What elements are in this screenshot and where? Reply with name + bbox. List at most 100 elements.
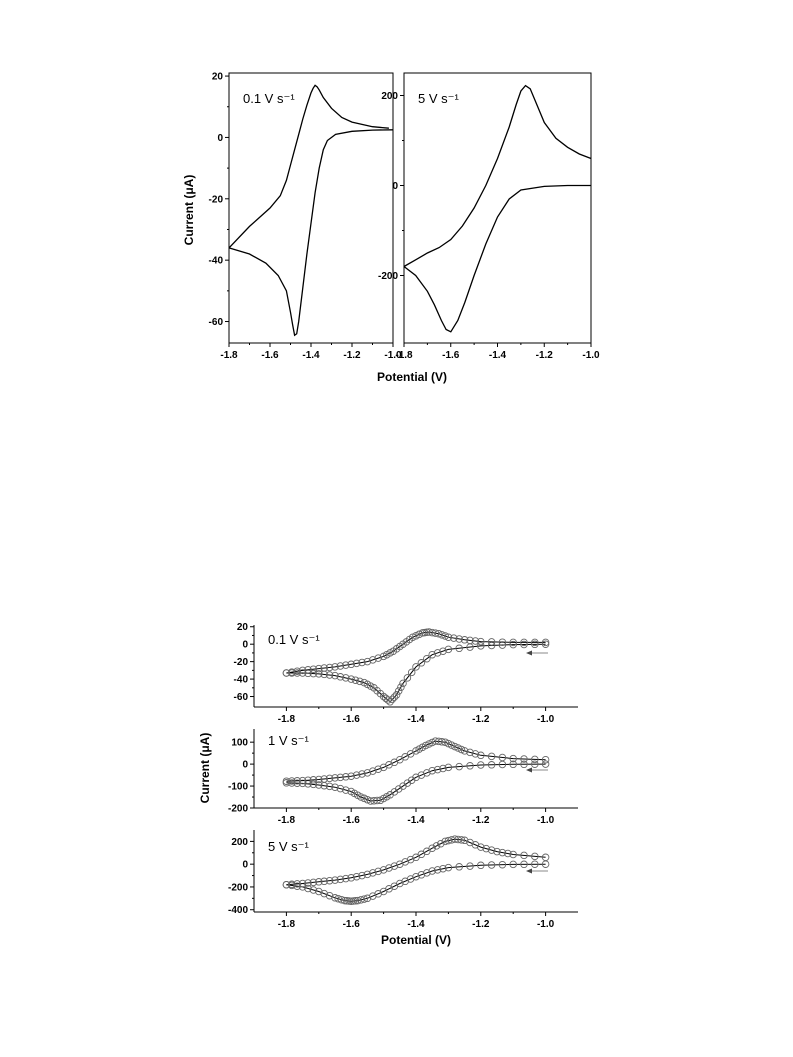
data-point (454, 744, 462, 752)
bottom-panel-2-label: 1 V s⁻¹ (268, 733, 309, 748)
bottom-x-axis-title: Potential (V) (381, 933, 451, 947)
data-point (487, 861, 496, 869)
x-tick-label: -1.0 (582, 350, 600, 361)
x-tick-label: -1.2 (472, 714, 490, 725)
data-point (433, 765, 442, 774)
data-point (520, 860, 528, 869)
data-point (320, 889, 328, 898)
x-tick-label: -1.2 (472, 919, 490, 930)
data-point (342, 786, 350, 794)
data-point (397, 683, 405, 691)
data-point (325, 891, 334, 900)
data-point (282, 777, 291, 785)
data-point (428, 650, 436, 659)
data-point (293, 777, 301, 785)
data-point (460, 636, 469, 644)
data-point (357, 896, 365, 904)
data-point (334, 894, 342, 903)
data-point (363, 769, 372, 777)
data-point (320, 877, 328, 886)
bottom-figure: Current (μA) Potential (V) 0.1 V s⁻¹ 1 V… (198, 632, 451, 947)
data-point (477, 861, 485, 870)
data-point (531, 640, 539, 649)
y-tick-label: 0 (217, 133, 223, 144)
data-point (541, 760, 550, 768)
x-tick-label: -1.0 (537, 815, 555, 826)
data-point (352, 659, 361, 668)
x-tick-label: -1.0 (537, 714, 555, 725)
data-point (520, 851, 528, 860)
y-tick-label: 20 (237, 622, 249, 633)
data-point (498, 638, 507, 646)
simulated-fit-line (286, 863, 546, 902)
data-point (363, 870, 372, 879)
data-point (374, 867, 382, 876)
y-tick-label: 0 (392, 181, 398, 192)
x-tick-label: -1.6 (343, 815, 361, 826)
data-point (347, 772, 355, 780)
data-point (477, 642, 485, 650)
chart-2-frame (403, 72, 592, 344)
x-tick-label: -1.4 (489, 350, 507, 361)
x-tick-label: -1.8 (278, 714, 296, 725)
data-point (390, 693, 399, 701)
data-point (363, 657, 372, 666)
data-point (455, 644, 463, 653)
data-point (315, 670, 323, 678)
data-point (541, 640, 550, 648)
data-point (304, 884, 312, 893)
data-point (423, 869, 431, 877)
x-tick-label: -1.8 (278, 815, 296, 826)
data-point (331, 774, 339, 782)
data-point (315, 887, 323, 896)
data-point (471, 750, 480, 758)
data-point (520, 755, 528, 763)
data-point (369, 767, 377, 775)
data-point (293, 880, 301, 888)
data-point (360, 678, 368, 687)
data-point (531, 638, 539, 647)
data-point (460, 747, 469, 755)
x-tick-label: -1.8 (395, 350, 413, 361)
simulated-fit-line (286, 763, 546, 802)
data-point (347, 675, 355, 683)
chart-1: 200-20-40-60-1.8 -1.6 -1.4 -1.2 -1.0 (209, 72, 403, 361)
x-tick-label: -1.4 (407, 815, 425, 826)
data-point (417, 871, 426, 879)
data-point (298, 776, 307, 785)
data-point (298, 879, 307, 888)
data-point (304, 776, 312, 784)
chart-3: 20 0 -20 -40 -60 -1.8 -1.6 -1.4 -1.2 -1.0 (234, 622, 578, 725)
data-point (444, 863, 453, 872)
y-tick-label: -200 (228, 804, 248, 815)
data-point (407, 668, 416, 677)
data-point (320, 775, 328, 783)
y-tick-label: 200 (231, 837, 248, 848)
x-tick-label: -1.4 (407, 919, 425, 930)
data-point (336, 784, 345, 793)
y-tick-label: -60 (234, 692, 249, 703)
x-tick-label: -1.6 (343, 919, 361, 930)
data-point (444, 633, 453, 641)
data-point (457, 836, 466, 844)
data-point (509, 760, 517, 769)
data-point (493, 847, 501, 856)
data-point (325, 782, 334, 791)
data-point (504, 849, 512, 858)
data-point (509, 640, 517, 649)
data-point (423, 654, 431, 663)
x-tick-label: -1.2 (343, 350, 361, 361)
data-point (531, 755, 539, 764)
data-point (343, 897, 351, 905)
data-point (541, 638, 550, 647)
x-tick-label: -1.6 (261, 350, 279, 361)
x-tick-label: -1.8 (220, 350, 238, 361)
y-tick-label: -20 (209, 194, 224, 205)
data-point (455, 863, 463, 871)
data-point (358, 658, 366, 667)
data-point (331, 876, 339, 884)
data-point (444, 645, 453, 654)
data-point (509, 754, 517, 763)
x-tick-label: -1.0 (384, 350, 402, 361)
